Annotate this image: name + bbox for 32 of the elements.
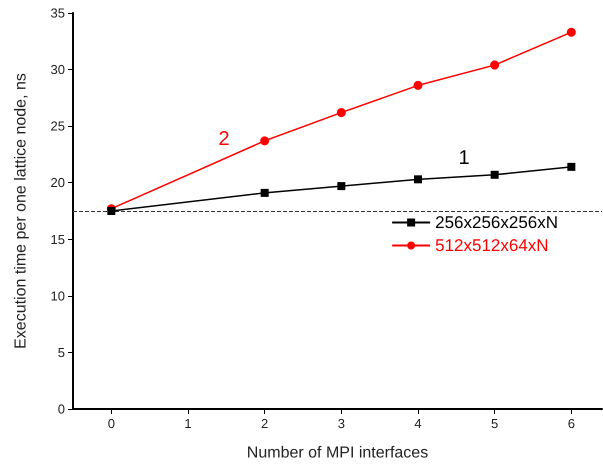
point	[107, 207, 116, 215]
point	[566, 28, 576, 37]
x-tick-label: 0	[108, 416, 115, 431]
annotation: 1	[458, 147, 470, 169]
y-axis-title: Execution time per one lattice node, ns	[12, 73, 30, 349]
point	[414, 80, 422, 90]
point	[567, 162, 576, 171]
point	[490, 170, 499, 179]
x-tick-label: 2	[261, 416, 268, 431]
x-tick-label: 6	[568, 416, 575, 431]
y-tick-label: 30	[50, 62, 65, 78]
point	[490, 60, 500, 70]
point	[260, 136, 270, 146]
y-tick-label: 20	[50, 175, 65, 190]
x-tick-label: 1	[184, 416, 192, 431]
y-tick-label: 10	[50, 288, 65, 304]
x-tick-label: 3	[338, 416, 345, 431]
point	[336, 108, 346, 118]
x-tick-label: 4	[414, 416, 422, 431]
y-tick-label: 0	[58, 402, 65, 416]
x-axis-title: Number of MPI interfaces	[246, 444, 428, 462]
y-tick-label: 5	[58, 344, 65, 360]
point	[337, 182, 346, 190]
point	[260, 188, 269, 197]
x-tick-label: 5	[491, 416, 498, 431]
legend-label: 256x256x256xN	[435, 213, 558, 232]
legend-label: 512x512x64xN	[435, 236, 549, 255]
point	[414, 175, 422, 184]
y-tick-label: 15	[50, 232, 65, 247]
y-tick-label: 35	[50, 6, 65, 20]
annotation: 2	[218, 128, 230, 150]
y-tick-label: 25	[50, 118, 65, 134]
